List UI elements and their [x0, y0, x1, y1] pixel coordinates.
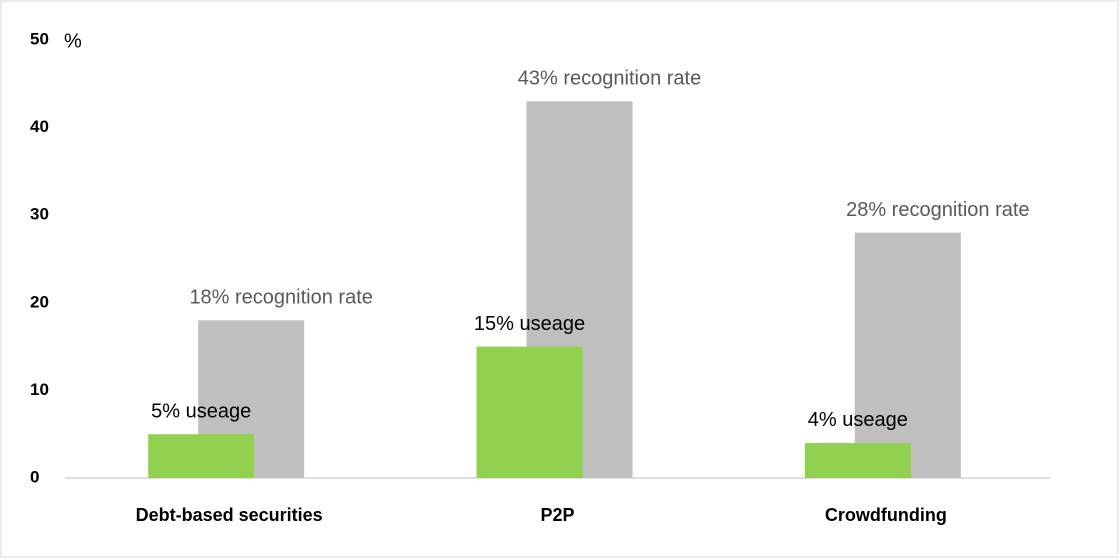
x-tick-label: P2P [540, 505, 574, 525]
y-tick-label: 10 [30, 380, 49, 399]
y-tick-label: 20 [30, 292, 49, 311]
data-label: 18% recognition rate [189, 287, 372, 309]
bar [854, 232, 961, 478]
bar [804, 442, 911, 478]
data-label: 4% useage [808, 409, 908, 431]
bar [148, 434, 255, 478]
y-tick-label: 0 [30, 467, 39, 486]
y-tick-label: 30 [30, 205, 49, 224]
y-tick-label: 50 [30, 29, 49, 48]
data-label: 15% useage [474, 313, 585, 335]
y-unit-label: % [64, 30, 82, 52]
x-tick-label: Crowdfunding [825, 505, 947, 525]
data-label: 5% useage [151, 400, 251, 422]
y-tick-label: 40 [30, 117, 49, 136]
data-label: 28% recognition rate [846, 199, 1029, 221]
data-label: 43% recognition rate [518, 68, 701, 90]
x-tick-label: Debt-based securities [136, 505, 323, 525]
bar [476, 346, 583, 478]
